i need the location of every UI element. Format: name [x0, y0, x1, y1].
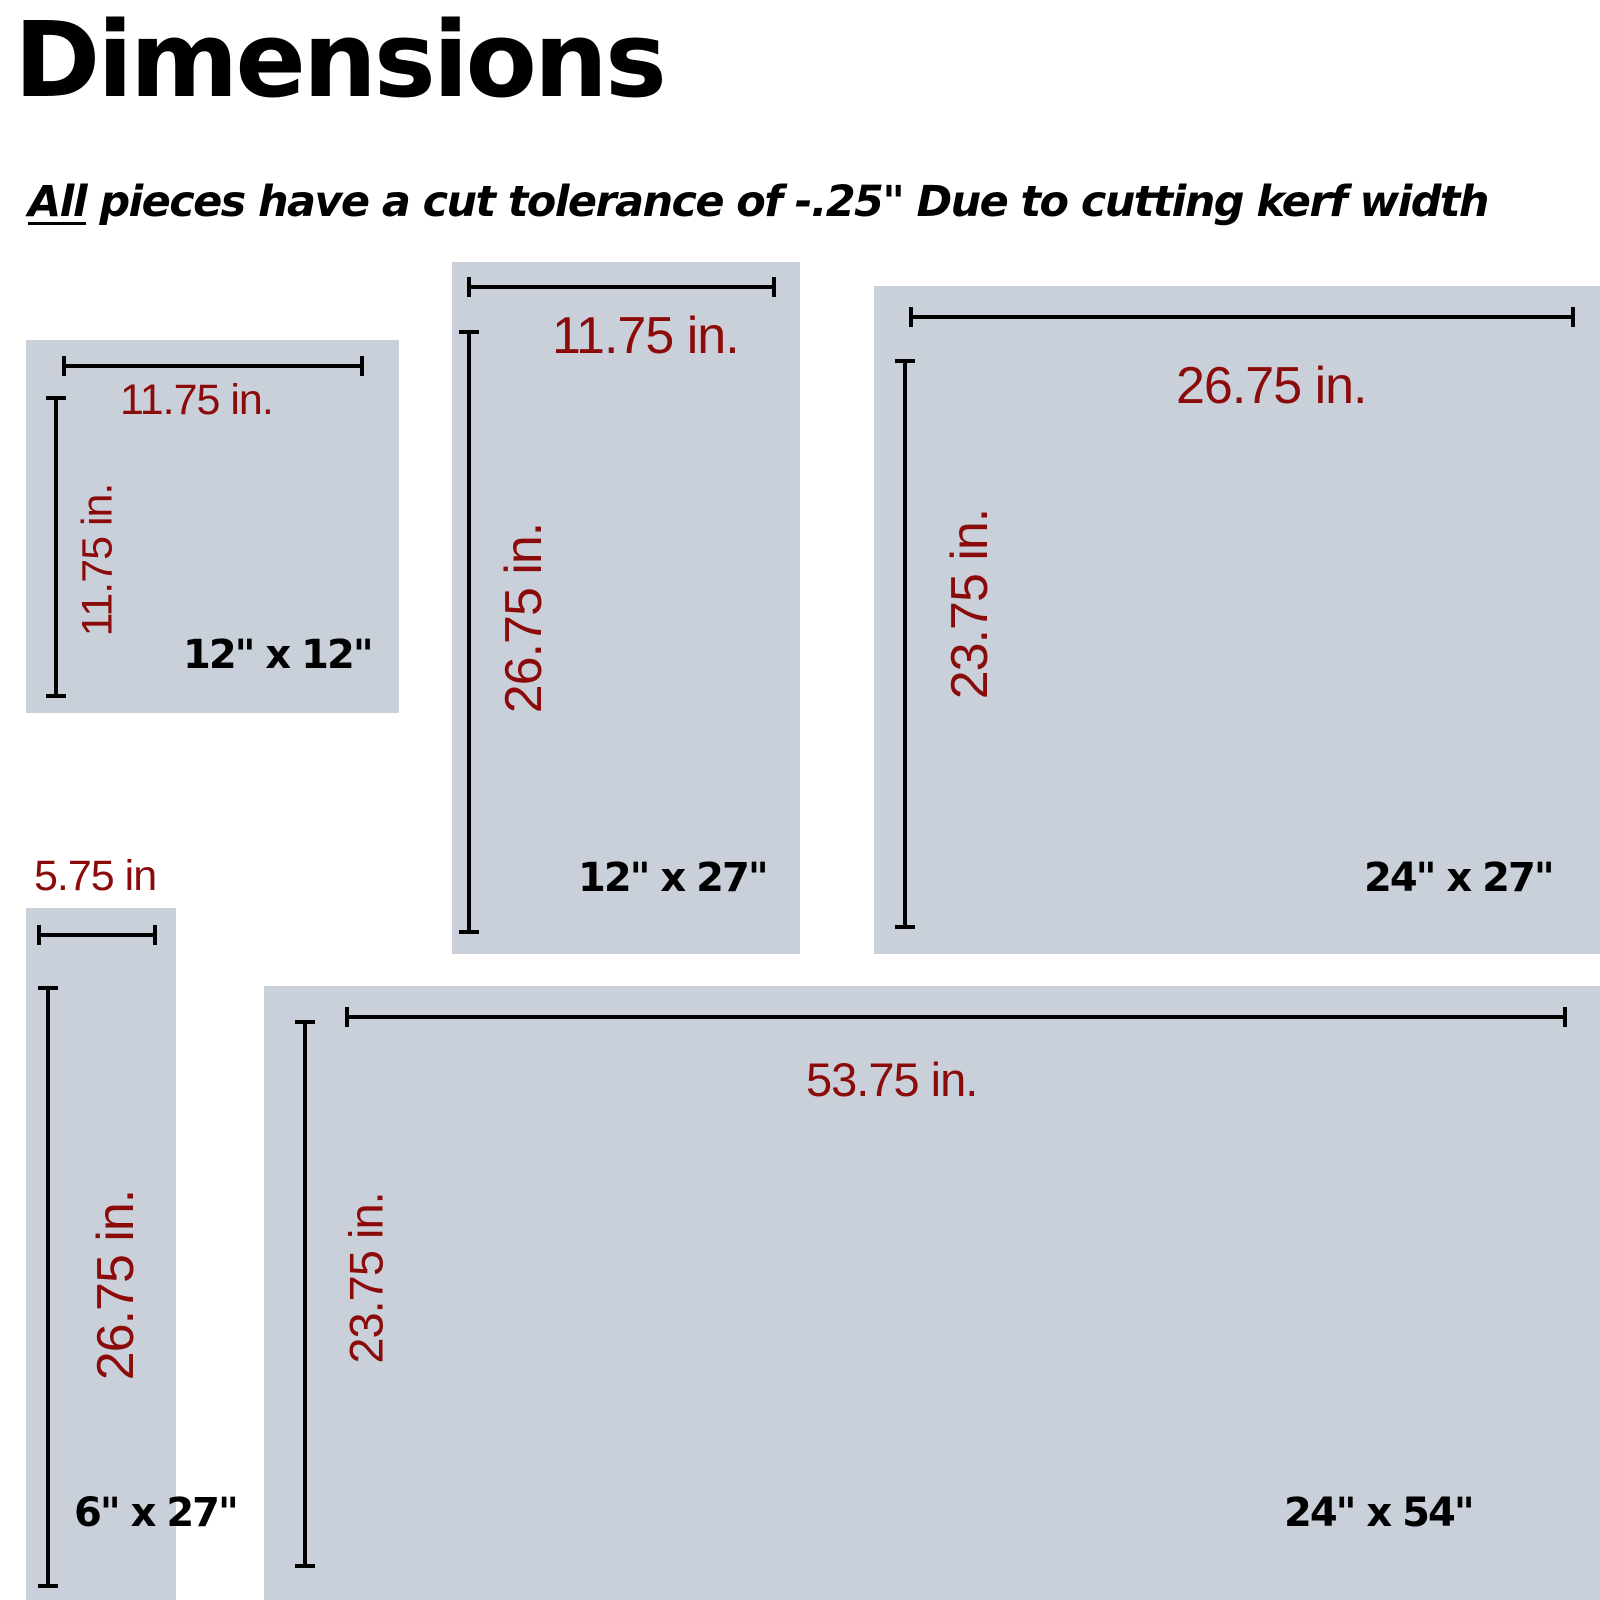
height-dimension-line: [459, 330, 479, 934]
piece-24x27: [874, 286, 1600, 954]
piece-size-label: 24" x 54": [1284, 1490, 1475, 1536]
height-measurement: 11.75 in.: [73, 483, 122, 637]
width-dimension-line: [909, 307, 1575, 327]
width-measurement: 11.75 in.: [120, 376, 274, 424]
page-title: Dimensions: [14, 0, 667, 121]
width-measurement: 11.75 in.: [552, 307, 740, 365]
height-measurement: 26.75 in.: [495, 522, 553, 714]
piece-size-label: 12" x 27": [578, 855, 769, 901]
height-dimension-line: [895, 359, 915, 929]
width-measurement: 5.75 in: [34, 852, 157, 900]
width-dimension-line: [345, 1007, 1567, 1027]
width-dimension-line: [467, 277, 776, 297]
height-dimension-line: [295, 1020, 315, 1568]
width-dimension-line: [37, 925, 157, 945]
tolerance-text: pieces have a cut tolerance of -.25" Due…: [85, 177, 1489, 227]
width-dimension-line: [62, 356, 364, 376]
piece-24x54: [264, 986, 1600, 1600]
width-measurement: 53.75 in.: [806, 1053, 978, 1106]
width-measurement: 26.75 in.: [1176, 357, 1367, 415]
piece-12x27: [452, 262, 800, 954]
height-dimension-line: [38, 986, 58, 1588]
piece-12x12: [26, 340, 399, 713]
tolerance-emphasis: All: [28, 177, 88, 227]
piece-size-label: 24" x 27": [1364, 855, 1555, 901]
piece-size-label: 6" x 27": [74, 1490, 239, 1536]
height-measurement: 23.75 in.: [339, 1192, 393, 1364]
height-dimension-line: [46, 396, 66, 698]
piece-6x27: [26, 908, 176, 1600]
piece-size-label: 12" x 12": [183, 632, 374, 678]
height-measurement: 26.75 in.: [87, 1189, 145, 1381]
height-measurement: 23.75 in.: [941, 508, 999, 700]
tolerance-note: All pieces have a cut tolerance of -.25"…: [28, 172, 1489, 232]
